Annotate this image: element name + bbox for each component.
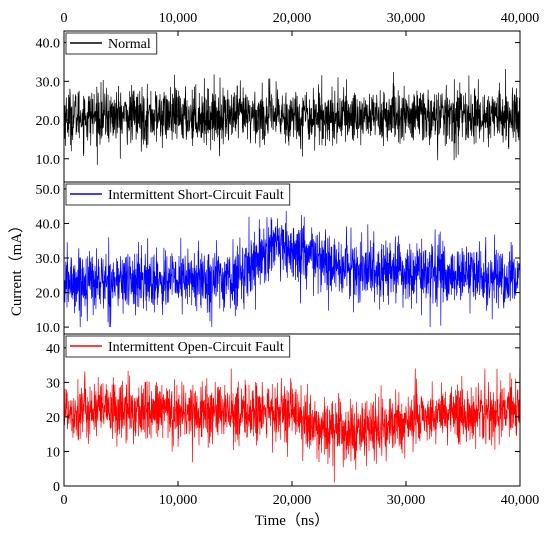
- x-tick-label-top: 10,000: [159, 11, 198, 26]
- legend-box: [65, 183, 291, 206]
- top-xaxis-ticks: 0 10,000 20,000 30,000 40,000: [61, 11, 540, 36]
- y-tick-label: 30.0: [36, 252, 61, 267]
- panel-normal: 10.0 20.0 30.0 40.0 Normal: [36, 30, 521, 183]
- panel-short-circuit: 10.0 20.0 30.0 40.0 50.0 Intermittent Short-C…: [36, 181, 521, 336]
- x-tick-label-top: 0: [61, 11, 68, 26]
- legend-label: Normal: [108, 37, 151, 52]
- y-tick-label: 30: [46, 376, 60, 391]
- y-tick-label: 40.0: [36, 217, 61, 232]
- x-tick-label: 30,000: [387, 493, 426, 508]
- y-tick-label: 0: [53, 480, 60, 495]
- y-tick-label: 50.0: [36, 183, 61, 198]
- x-tick-label: 10,000: [159, 493, 198, 508]
- y-tick-label: 10.0: [36, 321, 61, 336]
- legend-label: Intermittent Open-Circuit Fault: [108, 340, 284, 355]
- x-tick-label-top: 30,000: [387, 11, 426, 26]
- legend-box: [65, 335, 291, 358]
- panel-open-circuit: 0 10 20 30 40 Intermittent Open-Circuit Fault: [46, 333, 521, 495]
- y-tick-label: 30.0: [36, 75, 61, 90]
- x-axis-title: Time（ns）: [255, 512, 329, 529]
- x-tick-label-top: 40,000: [501, 11, 540, 26]
- x-tick-label-top: 20,000: [273, 11, 312, 26]
- series-line: [64, 210, 520, 328]
- y-tick-label: 20: [46, 411, 60, 426]
- series-line: [64, 368, 520, 483]
- y-tick-label: 20.0: [36, 287, 61, 302]
- x-tick-label: 0: [61, 493, 68, 508]
- x-tick-label: 20,000: [273, 493, 312, 508]
- y-tick-label: 20.0: [36, 114, 61, 129]
- legend-label: Intermittent Short-Circuit Fault: [108, 188, 284, 203]
- series-line: [64, 68, 520, 165]
- y-tick-label: 40.0: [36, 37, 61, 52]
- bottom-xaxis-ticks: 0 10,000 20,000 30,000 40,000: [61, 481, 540, 508]
- legend-box: [65, 32, 158, 55]
- y-axis-title: Current（mA）: [8, 218, 25, 316]
- y-tick-label: 10.0: [36, 153, 61, 168]
- x-tick-label: 40,000: [501, 493, 540, 508]
- y-tick-label: 10: [46, 445, 60, 460]
- y-tick-label: 40: [46, 342, 60, 357]
